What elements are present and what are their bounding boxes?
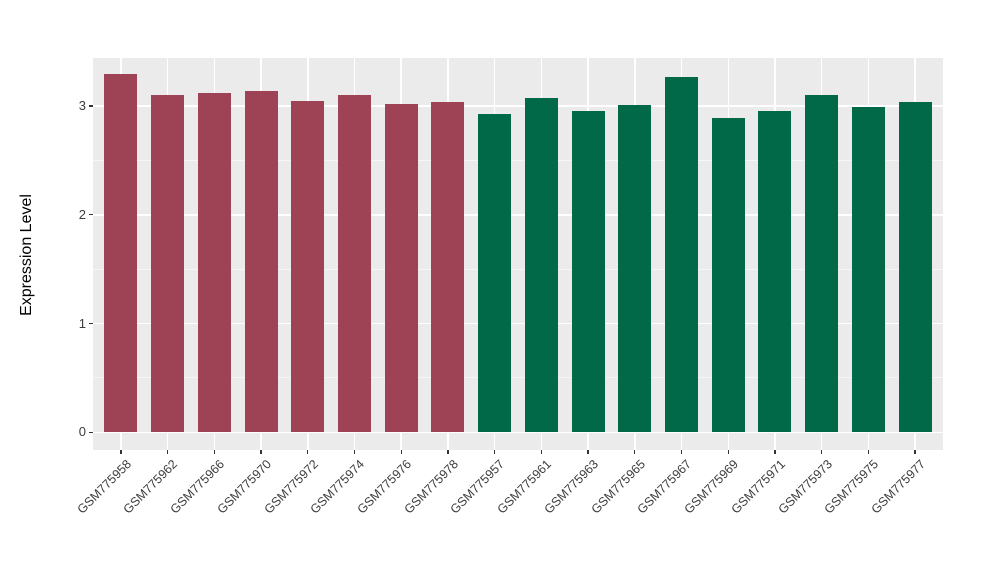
y-tick-label: 0 (78, 424, 86, 440)
bar-GSM775963 (571, 111, 605, 433)
bar-GSM775974 (338, 95, 371, 433)
x-tick-mark (494, 450, 496, 454)
bar-GSM775976 (384, 103, 418, 433)
bar-GSM775977 (898, 101, 932, 433)
y-tick-label: 1 (78, 315, 86, 331)
major-gridline (93, 213, 943, 216)
major-gridline (93, 431, 943, 434)
bar-GSM775970 (244, 90, 278, 433)
y-tick-mark (89, 105, 93, 107)
x-tick-mark (914, 450, 916, 454)
x-tick-mark (447, 450, 449, 454)
bar-GSM775971 (758, 111, 792, 433)
bar-GSM775978 (431, 101, 465, 433)
plot-panel (93, 58, 943, 450)
bar-GSM775965 (618, 104, 652, 433)
x-tick-mark (774, 450, 776, 454)
x-tick-mark (400, 450, 402, 454)
bar-GSM775957 (478, 113, 512, 433)
minor-gridline (93, 377, 943, 379)
x-tick-mark (213, 450, 215, 454)
x-tick-mark (587, 450, 589, 454)
minor-gridline (93, 268, 943, 270)
x-tick-mark (540, 450, 543, 454)
bar-GSM775972 (291, 100, 325, 433)
bar-GSM775973 (805, 95, 839, 433)
bar-GSM775962 (151, 95, 185, 433)
bar-GSM775967 (665, 76, 699, 433)
major-gridline (93, 322, 943, 325)
x-tick-mark (821, 450, 823, 454)
x-tick-mark (120, 450, 122, 454)
minor-gridline (93, 159, 943, 161)
x-tick-mark (727, 450, 729, 454)
x-tick-mark (166, 450, 169, 454)
y-tick-label: 2 (78, 206, 86, 222)
major-gridline (93, 105, 943, 107)
bar-GSM775969 (711, 117, 745, 433)
bar-GSM775966 (197, 92, 231, 433)
y-axis-title: Expression Level (18, 194, 35, 316)
y-tick-label: 3 (78, 97, 86, 113)
bar-GSM775961 (524, 98, 558, 433)
x-tick-mark (307, 450, 309, 454)
bar-GSM775958 (104, 74, 138, 433)
y-tick-mark (89, 322, 93, 325)
x-tick-mark (634, 450, 636, 454)
y-tick-mark (89, 431, 93, 433)
x-tick-mark (680, 450, 683, 454)
x-tick-mark (353, 450, 356, 454)
x-tick-mark (260, 450, 262, 454)
x-tick-mark (867, 450, 870, 454)
y-tick-mark (89, 214, 93, 216)
bar-GSM775975 (851, 107, 885, 433)
